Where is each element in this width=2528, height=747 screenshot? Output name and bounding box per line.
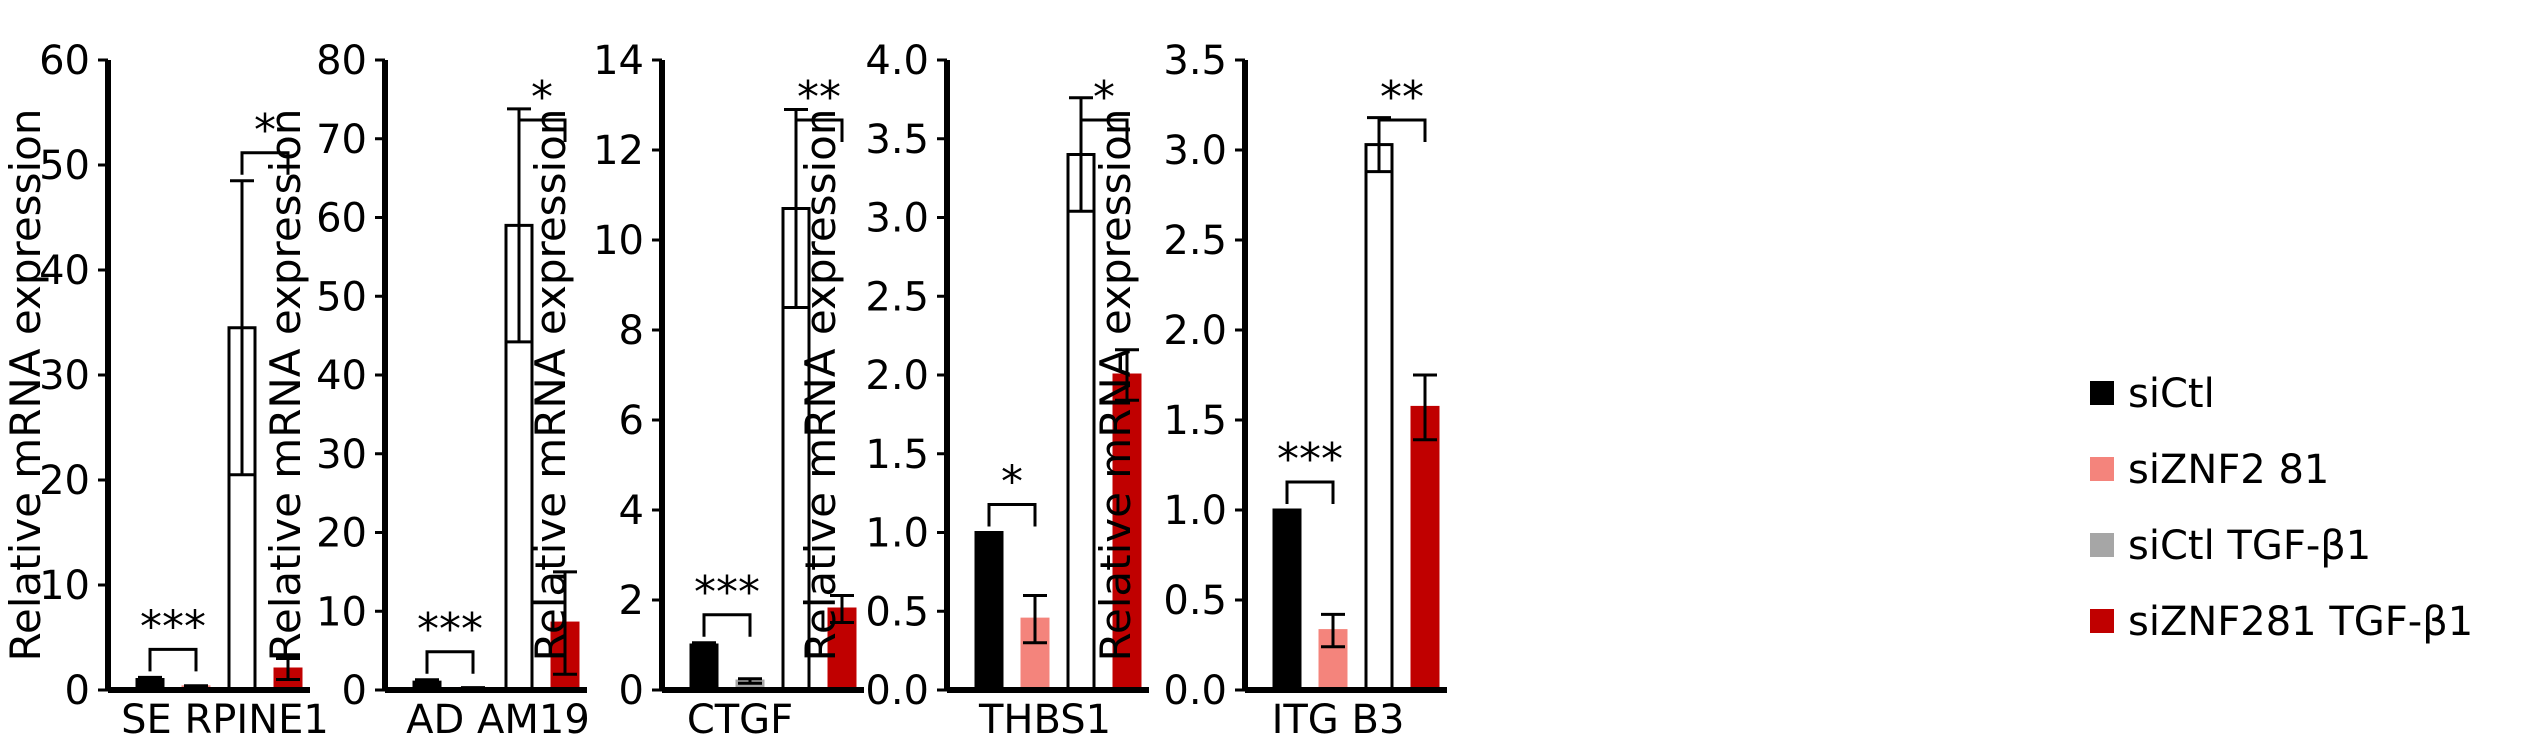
- y-tick-label: 6: [619, 398, 644, 444]
- y-tick-label: 3.0: [1163, 128, 1227, 174]
- significance-label: ***: [140, 601, 206, 652]
- legend: siCtl siZNF2 81 siCtl TGF-β1 siZNF281 TGF-β…: [2090, 371, 2473, 645]
- y-tick-label: 2: [619, 578, 644, 624]
- legend-swatch: [2090, 533, 2114, 557]
- significance-bracket: [702, 613, 752, 637]
- y-tick-label: 4.0: [865, 38, 929, 84]
- y-tick-label: 3.5: [865, 117, 929, 163]
- y-tick-label: 0.5: [865, 589, 929, 635]
- y-tick-label: 40: [39, 248, 90, 294]
- significance-bracket: [1285, 480, 1335, 504]
- y-tick-label: 30: [316, 432, 367, 478]
- y-tick-label: 50: [39, 143, 90, 189]
- legend-label: siCtl: [2128, 371, 2215, 417]
- y-tick-label: 0.0: [865, 668, 929, 714]
- bar-sictl: [1272, 508, 1302, 692]
- x-axis-label: AD AM19: [406, 697, 590, 743]
- significance-label: ***: [417, 604, 483, 655]
- y-tick-label: 10: [39, 563, 90, 609]
- y-tick-label: 0.5: [1163, 578, 1227, 624]
- bar-sictl-tgf-1: [1364, 143, 1394, 692]
- x-axis-label: THBS1: [978, 697, 1111, 743]
- legend-label: siCtl TGF-β1: [2128, 523, 2371, 569]
- significance-bracket: [517, 118, 567, 142]
- y-tick-label: 40: [316, 353, 367, 399]
- bar-sictl: [689, 643, 719, 692]
- legend-swatch: [2090, 457, 2114, 481]
- y-tick-label: 4: [619, 488, 644, 534]
- y-tick-label: 2.5: [865, 274, 929, 320]
- y-tick-label: 20: [316, 511, 367, 557]
- legend-swatch: [2090, 381, 2114, 405]
- y-tick-label: 30: [39, 353, 90, 399]
- significance-bracket: [148, 647, 198, 672]
- y-tick-label: 1.0: [1163, 488, 1227, 534]
- significance-label: *: [1093, 72, 1115, 123]
- chart-panel-5: 0.00.51.01.52.02.53.03.5*****ITG B3Relat…: [1091, 38, 1447, 743]
- y-tick-label: 14: [593, 38, 644, 84]
- significance-label: **: [1380, 72, 1424, 123]
- y-tick-label: 1.0: [865, 511, 929, 557]
- chart-panel-4: 0.00.51.01.52.02.53.03.54.0**THBS1Relati…: [796, 38, 1149, 743]
- y-tick-label: 60: [316, 196, 367, 242]
- significance-label: ***: [694, 567, 760, 618]
- bar-siznf281-tgf-1: [1410, 405, 1440, 692]
- significance-label: *: [531, 72, 553, 123]
- significance-bracket: [1377, 118, 1427, 142]
- y-axis-label: Relative mRNA expression: [1091, 109, 1140, 662]
- significance-bracket: [794, 118, 844, 142]
- y-tick-label: 0.0: [1163, 668, 1227, 714]
- significance-label: *: [254, 105, 276, 156]
- y-tick-label: 10: [316, 589, 367, 635]
- x-axis-label: SE RPINE1: [121, 697, 329, 743]
- y-tick-label: 0: [619, 668, 644, 714]
- y-tick-label: 10: [593, 218, 644, 264]
- y-tick-label: 80: [316, 38, 367, 84]
- legend-label: siZNF281 TGF-β1: [2128, 599, 2473, 645]
- y-tick-label: 70: [316, 117, 367, 163]
- y-tick-label: 3.5: [1163, 38, 1227, 84]
- significance-label: ***: [1277, 434, 1343, 485]
- y-tick-label: 60: [39, 38, 90, 84]
- legend-label: siZNF2 81: [2128, 447, 2329, 493]
- y-tick-label: 0: [342, 668, 367, 714]
- y-tick-label: 20: [39, 458, 90, 504]
- y-tick-label: 50: [316, 274, 367, 320]
- y-tick-label: 2.0: [865, 353, 929, 399]
- x-axis-label: CTGF: [687, 697, 793, 743]
- y-tick-label: 8: [619, 308, 644, 354]
- x-axis-label: ITG B3: [1272, 697, 1405, 743]
- y-axis-label: Relative mRNA expression: [261, 109, 310, 662]
- y-axis-label: Relative mRNA expression: [796, 109, 845, 662]
- bar-sictl: [974, 531, 1004, 692]
- legend-swatch: [2090, 609, 2114, 633]
- y-tick-label: 2.5: [1163, 218, 1227, 264]
- significance-label: **: [797, 72, 841, 123]
- significance-bracket: [425, 650, 475, 674]
- significance-label: *: [1001, 457, 1023, 508]
- significance-bracket: [240, 151, 290, 175]
- y-tick-label: 3.0: [865, 196, 929, 242]
- y-tick-label: 12: [593, 128, 644, 174]
- y-axis-label: Relative mRNA expression: [1, 109, 50, 662]
- y-tick-label: 1.5: [1163, 398, 1227, 444]
- significance-bracket: [1079, 118, 1129, 142]
- bar-siznf281-tgf-1: [1112, 373, 1142, 692]
- y-tick-label: 0: [65, 668, 90, 714]
- y-tick-label: 1.5: [865, 432, 929, 478]
- y-tick-label: 2.0: [1163, 308, 1227, 354]
- significance-bracket: [987, 503, 1037, 527]
- y-axis-label: Relative mRNA expression: [526, 109, 575, 662]
